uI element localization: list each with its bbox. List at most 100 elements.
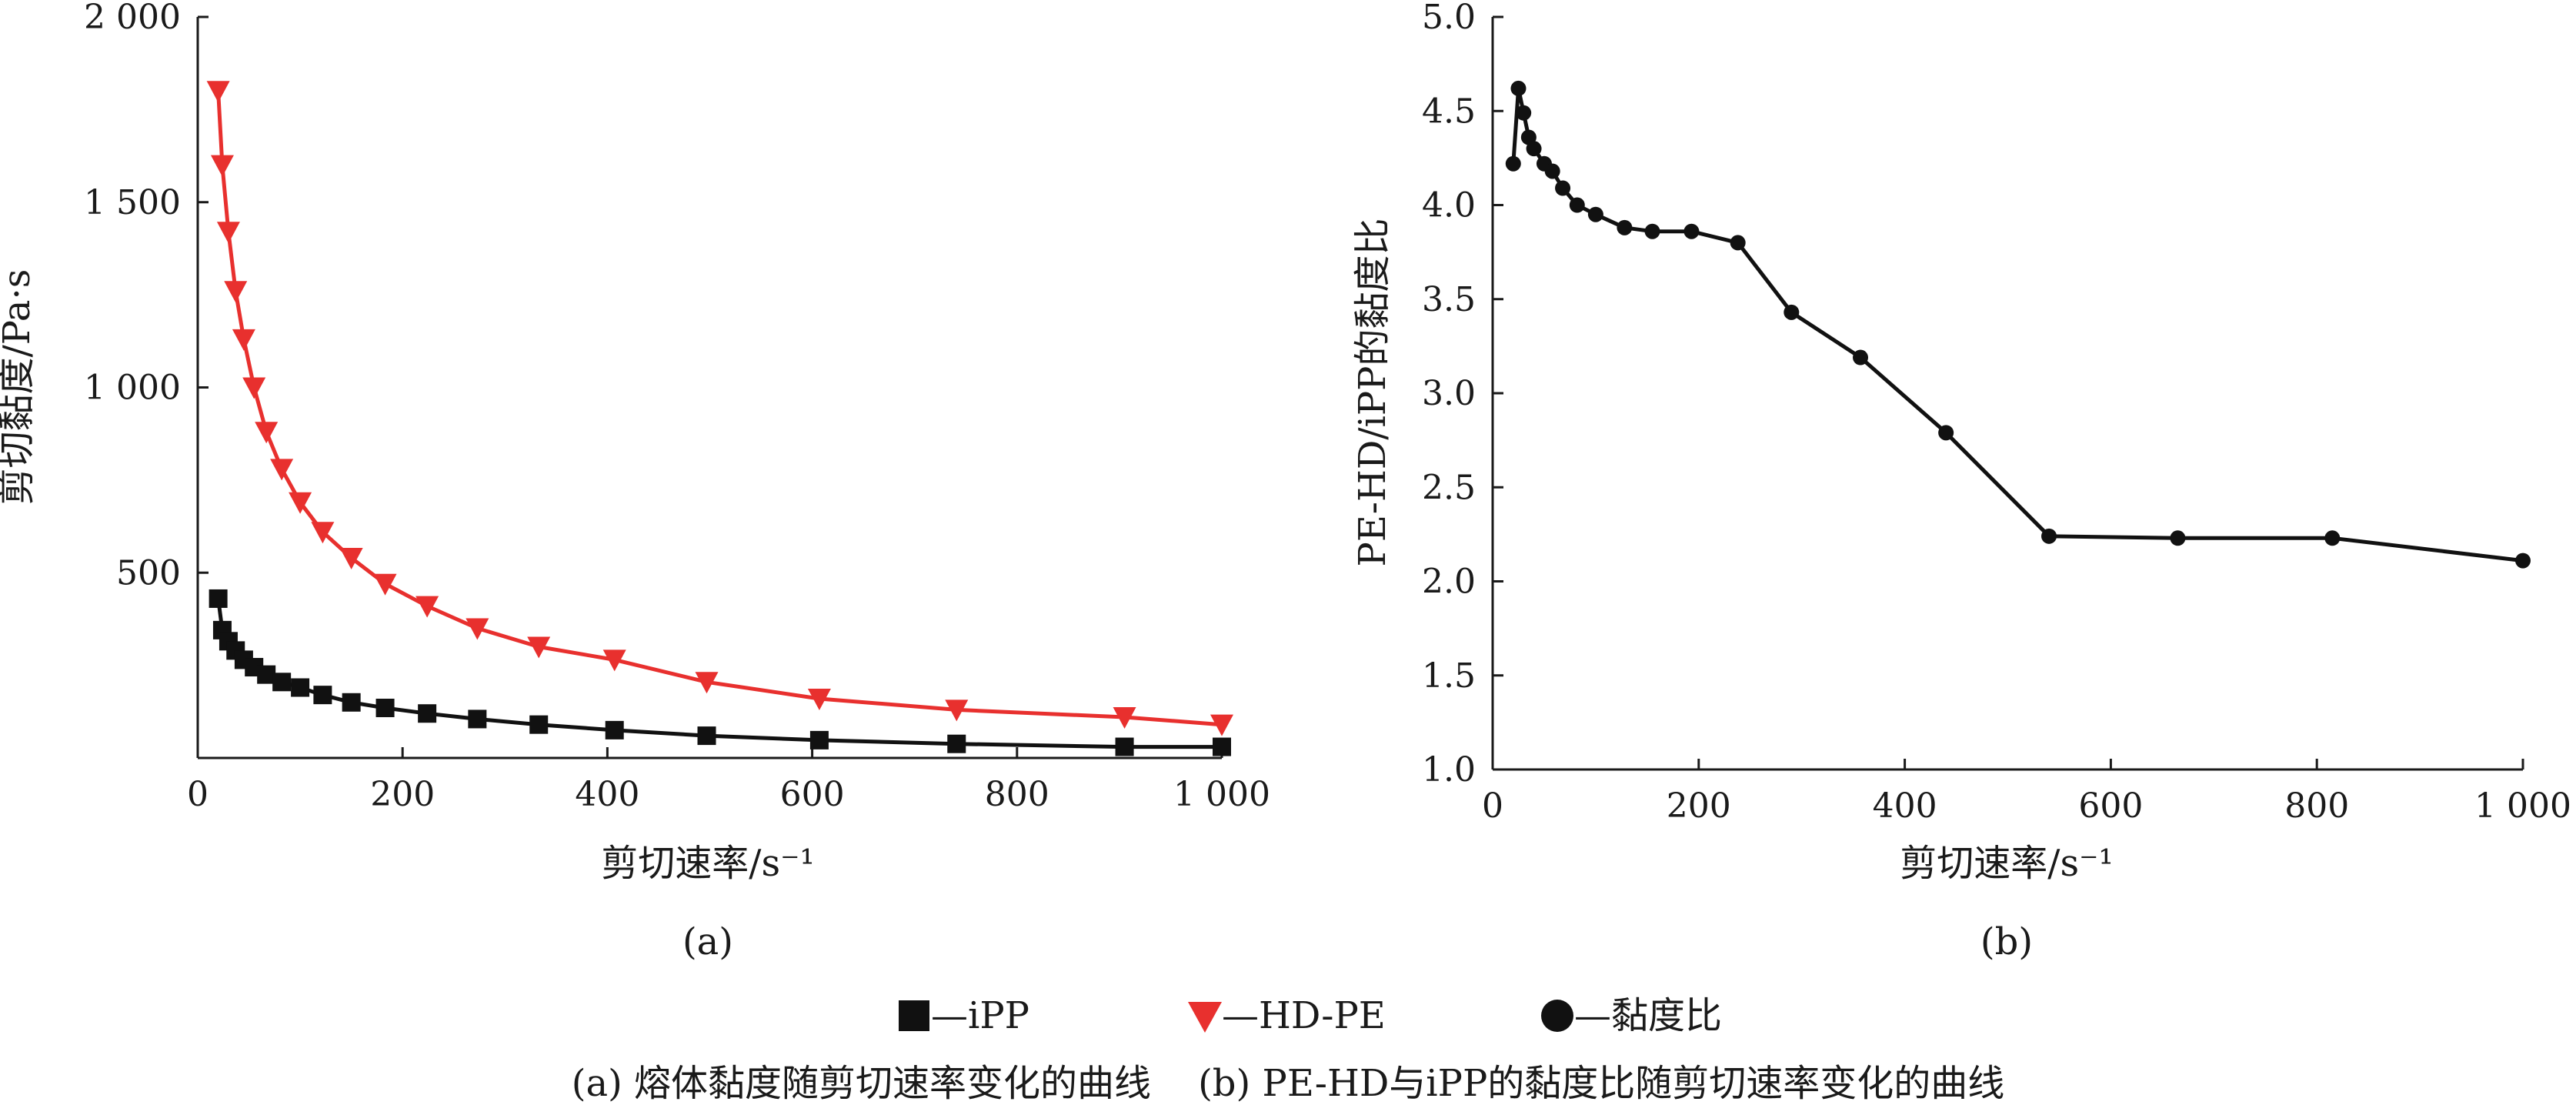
data-point-ratio — [1784, 304, 1800, 320]
panel-a-x-axis-label: 剪切速率/s⁻¹ — [601, 842, 814, 885]
data-point-ipp — [342, 693, 361, 712]
legend: —iPP —HD-PE —黏度比 — [899, 994, 1722, 1037]
panel-b-axes: 0 200 400 600 800 1 000 1.0 1.5 2.0 2.5 3.0 3.5 4.0 4… — [1422, 0, 2571, 826]
y-tick-label: 2.0 — [1422, 563, 1476, 602]
y-tick-label: 1 000 — [84, 369, 181, 408]
x-tick-label: 400 — [575, 775, 639, 814]
x-tick-label: 1 000 — [2474, 786, 2571, 826]
legend-circle-marker — [1541, 1000, 1573, 1032]
x-tick-label: 600 — [2078, 786, 2143, 826]
data-point-ipp — [375, 698, 395, 717]
legend-triangle-marker — [1188, 1002, 1222, 1033]
data-point-hdpe — [255, 422, 279, 444]
data-point-ipp — [809, 730, 829, 749]
x-tick-label: 200 — [1667, 786, 1731, 826]
panel-b-series — [1505, 80, 2531, 569]
panel-a-sublabel: (a) — [682, 920, 733, 963]
data-point-ratio — [2515, 552, 2531, 569]
data-point-ipp — [1115, 737, 1134, 756]
data-point-hdpe — [1113, 707, 1136, 729]
series-line-HD-PE — [216, 91, 1223, 727]
y-tick-label: 500 — [116, 553, 181, 593]
y-tick-label: 1 500 — [84, 183, 181, 222]
y-tick-label: 5.0 — [1422, 0, 1476, 37]
data-point-ratio — [1505, 155, 1521, 172]
data-point-hdpe — [373, 573, 397, 596]
data-point-hdpe — [206, 81, 230, 103]
x-tick-label: 800 — [2284, 786, 2349, 826]
data-point-ratio — [2041, 528, 2057, 544]
y-tick-label: 2 000 — [84, 0, 181, 37]
data-point-ipp — [291, 678, 310, 697]
data-point-hdpe — [289, 492, 312, 514]
x-tick-label: 1 000 — [1173, 775, 1270, 814]
figure-caption: (a) 熔体黏度随剪切速率变化的曲线 (b) PE-HD与iPP的黏度比随剪切速… — [572, 1062, 2005, 1105]
legend-label-ratio: —黏度比 — [1574, 994, 1722, 1037]
data-point-ipp — [697, 726, 716, 746]
panel-b-y-axis-label: PE-HD/iPP的黏度比 — [1351, 219, 1394, 567]
x-tick-label: 400 — [1873, 786, 1937, 826]
data-point-ipp — [529, 715, 549, 734]
data-point-ratio — [1555, 180, 1571, 196]
y-tick-label: 4.0 — [1422, 186, 1476, 225]
y-tick-label: 3.5 — [1422, 280, 1476, 319]
data-point-ratio — [1526, 141, 1542, 157]
data-point-hdpe — [602, 649, 626, 672]
data-point-hdpe — [224, 281, 248, 303]
data-point-hdpe — [311, 522, 335, 544]
data-point-ratio — [1730, 235, 1746, 251]
panel-b-sublabel: (b) — [1980, 920, 2033, 963]
legend-label-hdpe: —HD-PE — [1222, 994, 1386, 1037]
data-point-hdpe — [807, 688, 831, 710]
data-point-ipp — [418, 704, 437, 723]
data-point-ratio — [1617, 219, 1633, 235]
data-point-ipp — [468, 709, 487, 729]
data-point-ipp — [605, 720, 624, 739]
y-tick-label: 1.0 — [1422, 750, 1476, 790]
x-tick-label: 200 — [370, 775, 435, 814]
legend-item-ratio: —黏度比 — [1541, 994, 1722, 1037]
data-point-ipp — [272, 673, 292, 692]
legend-item-ipp: —iPP — [899, 994, 1029, 1037]
data-point-hdpe — [527, 636, 551, 659]
panel-a-series — [206, 81, 1233, 756]
y-tick-label: 3.0 — [1422, 374, 1476, 413]
series-line-iPP — [216, 598, 1222, 749]
panel-a-y-axis-label: 剪切黏度/Pa·s — [0, 269, 38, 506]
data-point-ratio — [2170, 530, 2186, 546]
panel-b-x-axis-label: 剪切速率/s⁻¹ — [1900, 842, 2113, 885]
data-point-hdpe — [232, 329, 255, 351]
panel-b-viscosity-ratio-chart: 0 200 400 600 800 1 000 1.0 1.5 2.0 2.5 3.0 3.5 4.0 4… — [1351, 0, 2571, 963]
panel-a-axes: 0 200 400 600 800 1 000 500 1 000 1 500 2 000 — [84, 0, 1270, 814]
x-tick-label: 0 — [187, 775, 209, 814]
data-point-ipp — [313, 686, 332, 705]
panel-a-viscosity-chart: 0 200 400 600 800 1 000 500 1 000 1 500 2 000 剪切速… — [0, 0, 1270, 963]
data-point-ratio — [1938, 425, 1954, 441]
data-point-hdpe — [216, 222, 240, 244]
data-point-ratio — [1644, 223, 1660, 239]
data-point-ratio — [1544, 163, 1560, 179]
legend-square-marker — [899, 1000, 929, 1031]
x-tick-label: 800 — [985, 775, 1049, 814]
data-point-hdpe — [695, 672, 719, 694]
data-point-hdpe — [465, 618, 489, 640]
legend-item-hdpe: —HD-PE — [1188, 994, 1386, 1037]
x-tick-label: 600 — [780, 775, 845, 814]
y-tick-label: 1.5 — [1422, 656, 1476, 696]
series-line-黏度比 — [1511, 86, 2524, 563]
y-tick-label: 2.5 — [1422, 468, 1476, 507]
x-tick-label: 0 — [1482, 786, 1503, 826]
data-point-ipp — [1213, 737, 1231, 756]
data-point-ipp — [209, 589, 228, 608]
data-point-hdpe — [210, 155, 234, 177]
data-point-ratio — [1683, 223, 1700, 239]
data-point-ratio — [1510, 80, 1527, 96]
data-point-ratio — [2324, 530, 2341, 546]
data-point-hdpe — [270, 459, 294, 481]
data-point-ratio — [1516, 105, 1532, 121]
data-point-hdpe — [339, 547, 363, 569]
legend-label-ipp: —iPP — [931, 994, 1029, 1037]
data-point-ratio — [1853, 349, 1869, 366]
data-point-ipp — [947, 734, 966, 753]
